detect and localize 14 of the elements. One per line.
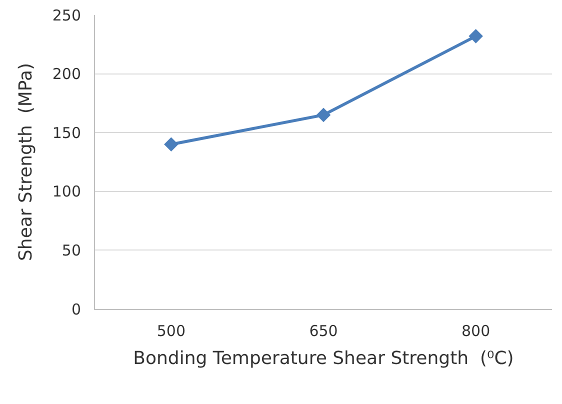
y-tick-label: 100 xyxy=(52,182,81,201)
y-tick-label: 150 xyxy=(52,124,81,142)
x-tick-label: 800 xyxy=(462,322,490,340)
x-axis-title: Bonding Temperature Shear Strength (⁰C) xyxy=(133,348,514,370)
x-tick-label: 500 xyxy=(156,322,186,340)
point xyxy=(164,137,178,152)
y-tick-label: 200 xyxy=(52,65,81,84)
y-tick-label: 250 xyxy=(52,6,81,24)
point xyxy=(316,108,331,122)
y-tick-label: 0 xyxy=(71,300,81,318)
point xyxy=(468,29,483,44)
x-tick-label: 650 xyxy=(309,322,338,340)
y-axis-title: Shear Strength (MPa) xyxy=(16,62,37,262)
y-tick-label: 50 xyxy=(62,241,81,260)
